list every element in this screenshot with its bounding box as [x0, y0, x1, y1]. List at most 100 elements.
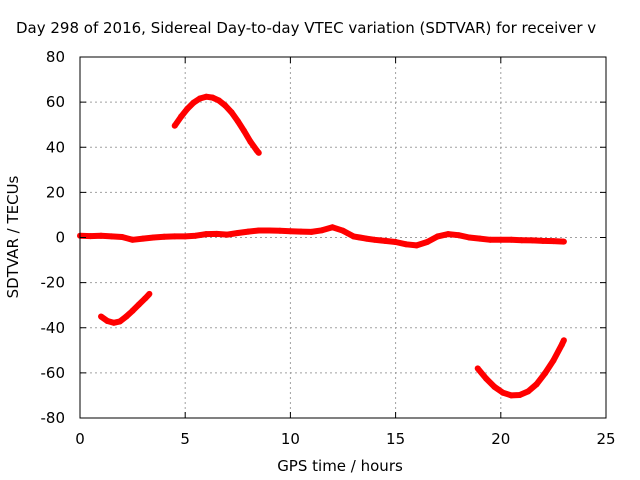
x-axis-title: GPS time / hours [277, 457, 403, 475]
chart-title: Day 298 of 2016, Sidereal Day-to-day VTE… [16, 19, 596, 37]
data-point [87, 233, 94, 240]
data-point [392, 239, 399, 245]
data-point [371, 236, 378, 243]
data-point [297, 228, 304, 235]
data-point [525, 388, 532, 395]
data-point [104, 318, 111, 324]
data-point [140, 235, 147, 242]
data-point [203, 231, 210, 238]
data-point [539, 237, 546, 244]
data-point [491, 383, 498, 390]
data-point [487, 236, 494, 243]
data-point [550, 357, 557, 364]
data-point [184, 105, 191, 112]
data-point [255, 227, 262, 234]
data-point [455, 232, 462, 239]
data-point [350, 233, 357, 240]
data-point [171, 122, 178, 129]
y-tick-label: -80 [41, 409, 66, 427]
data-point [413, 242, 420, 249]
data-point [213, 230, 220, 237]
data-point [474, 365, 481, 372]
x-tick-label: 10 [281, 430, 300, 448]
data-point [98, 232, 104, 239]
y-axis-title: SDTVAR / TECUs [4, 175, 22, 298]
x-tick-label: 25 [596, 430, 615, 448]
data-point [203, 93, 210, 100]
y-tick-label: -20 [41, 274, 66, 292]
data-point [533, 381, 540, 388]
data-point [542, 370, 548, 377]
data-point [178, 113, 184, 120]
x-tick-label: 15 [386, 430, 405, 448]
data-point [558, 341, 565, 348]
data-point [356, 234, 363, 241]
x-tick-label: 0 [75, 430, 85, 448]
data-point [403, 241, 410, 248]
ticks: 0 5 10 15 20 25 -80 -60 -40 -20 0 20 40 60 80 [41, 48, 616, 448]
data-point [161, 233, 168, 240]
data-point [560, 337, 567, 344]
data-point [171, 233, 178, 240]
data-point [434, 233, 441, 240]
data-point [508, 392, 515, 399]
data-point [476, 235, 483, 242]
data-point [224, 231, 231, 238]
y-tick-label: 40 [46, 138, 65, 156]
data-point [241, 128, 248, 134]
data-point [192, 232, 199, 239]
data-point [182, 233, 189, 240]
data-point [382, 237, 389, 244]
y-tick-label: 80 [46, 48, 65, 66]
data-point [466, 234, 473, 241]
data-point [255, 149, 262, 156]
data-point [98, 313, 104, 320]
data-point [150, 234, 157, 241]
data-point [215, 97, 222, 104]
data-point [129, 307, 136, 314]
data-point [287, 228, 294, 235]
data-point [529, 237, 536, 244]
series-arc-upper [172, 93, 262, 155]
data-point [516, 392, 523, 398]
data-point [196, 95, 203, 102]
data-point [228, 109, 235, 116]
data-point [129, 236, 136, 243]
data-point [497, 236, 504, 243]
data-point [319, 227, 325, 234]
data-point [550, 238, 557, 245]
data-point [110, 319, 117, 326]
y-tick-label: -60 [41, 364, 66, 382]
data-point [123, 313, 130, 320]
data-point [499, 389, 506, 396]
data-point [190, 99, 197, 106]
x-tick-label: 5 [180, 430, 190, 448]
data-point [518, 237, 525, 244]
data-point [508, 236, 515, 243]
data-point [117, 318, 123, 325]
data-point [340, 227, 346, 234]
data-point [234, 118, 241, 125]
data-point [329, 224, 336, 231]
data-point [245, 228, 252, 235]
data-point [247, 138, 254, 145]
data-point [266, 227, 273, 234]
data-point [363, 235, 370, 242]
y-tick-label: 60 [46, 93, 65, 111]
data-point [209, 94, 216, 101]
y-tick-label: 20 [46, 183, 65, 201]
data-point [146, 290, 153, 297]
y-tick-label: -40 [41, 319, 66, 337]
data-point [142, 295, 149, 302]
data-point [276, 227, 283, 234]
data-point [424, 239, 431, 245]
y-tick-label: 0 [55, 229, 65, 247]
data-point [222, 102, 229, 109]
data-point [119, 234, 126, 240]
x-tick-label: 20 [491, 430, 510, 448]
data-point [483, 375, 490, 382]
data-point [234, 230, 241, 236]
series-arc-lower-right [475, 338, 567, 399]
data-point [135, 301, 142, 308]
